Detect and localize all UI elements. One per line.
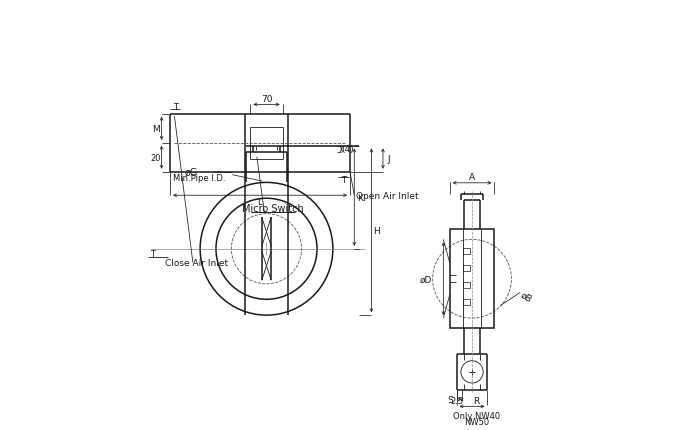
- Bar: [463, 248, 470, 254]
- Text: (4): (4): [342, 145, 354, 154]
- Text: øD: øD: [420, 275, 433, 283]
- Text: øG: øG: [185, 167, 198, 177]
- Text: Micro Switch: Micro Switch: [242, 203, 304, 214]
- Bar: [463, 265, 470, 271]
- Text: K: K: [357, 193, 363, 202]
- Text: J: J: [387, 155, 390, 164]
- Text: 70: 70: [260, 94, 272, 103]
- Text: S: S: [447, 395, 453, 404]
- Text: 20: 20: [150, 154, 161, 163]
- Text: NW50: NW50: [464, 417, 489, 426]
- Text: Only NW40: Only NW40: [453, 412, 500, 420]
- Text: Min.Pipe I.D.: Min.Pipe I.D.: [173, 173, 225, 182]
- Bar: [450, 230, 494, 328]
- Text: 2.5: 2.5: [451, 396, 463, 405]
- Text: L: L: [258, 198, 262, 207]
- Text: T: T: [150, 250, 155, 259]
- Text: Open Air Inlet: Open Air Inlet: [356, 191, 419, 200]
- Text: A: A: [469, 173, 475, 182]
- Text: M: M: [152, 125, 160, 133]
- Text: T: T: [173, 102, 178, 111]
- Text: T: T: [341, 175, 346, 184]
- Text: H: H: [374, 226, 380, 235]
- Bar: [463, 283, 470, 289]
- Text: Close Air Inlet: Close Air Inlet: [165, 258, 228, 267]
- Text: R: R: [473, 396, 480, 405]
- Bar: [463, 300, 470, 306]
- Text: øB: øB: [519, 290, 533, 304]
